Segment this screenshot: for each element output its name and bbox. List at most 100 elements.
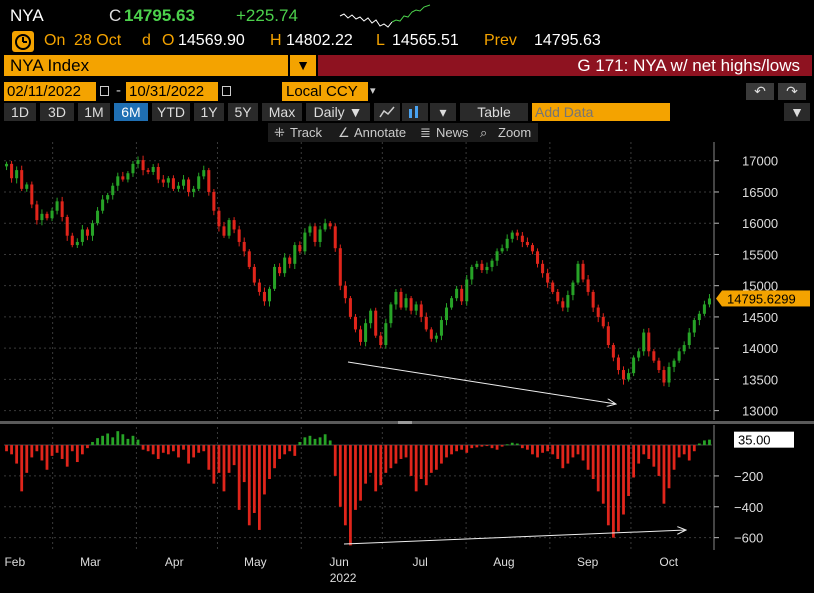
period-button-5y[interactable]: 5Y — [228, 103, 258, 121]
net-bar — [632, 445, 636, 478]
price-candle — [505, 238, 509, 249]
price-candle — [60, 201, 64, 217]
undo-button[interactable]: ↶ — [746, 83, 774, 100]
security-dropdown-button[interactable]: ▼ — [290, 55, 316, 76]
period-button-1y[interactable]: 1Y — [194, 103, 224, 121]
price-tick-label: 17000 — [742, 154, 778, 169]
price-candle — [429, 329, 433, 339]
net-bar — [606, 445, 610, 526]
net-bar — [343, 445, 347, 526]
zoom-icon[interactable]: ⌕ — [480, 125, 488, 140]
net-highs-lows-bars — [5, 431, 711, 546]
price-candle — [591, 291, 595, 308]
currency-select[interactable]: Local CCY — [282, 82, 368, 101]
period-button-1m[interactable]: 1M — [78, 103, 110, 121]
annotate-icon[interactable]: ∠ — [338, 125, 350, 140]
net-bar — [268, 445, 271, 480]
price-candle — [106, 195, 110, 200]
net-bar — [172, 445, 175, 452]
track-button[interactable]: Track — [290, 125, 323, 140]
net-bar — [500, 445, 504, 447]
period-button-6m[interactable]: 6M — [114, 103, 148, 121]
quote-date: 28 Oct — [74, 32, 122, 49]
alert-clock-icon[interactable] — [12, 31, 34, 52]
net-bar — [475, 445, 479, 448]
price-candle — [495, 251, 499, 261]
end-date-input[interactable]: 10/31/2022 — [126, 82, 218, 101]
net-bar — [197, 445, 201, 453]
news-icon[interactable]: ≣ — [420, 125, 431, 140]
price-candle — [318, 229, 322, 242]
annotate-button[interactable]: Annotate — [354, 125, 407, 140]
start-calendar-icon[interactable] — [100, 86, 109, 96]
month-label: May — [244, 555, 267, 569]
prev-label: Prev — [484, 32, 517, 49]
frequency-select[interactable]: Daily ▼ — [306, 103, 370, 121]
line-chart-icon[interactable] — [374, 103, 400, 121]
price-candle — [80, 229, 84, 242]
price-candle — [530, 245, 534, 252]
table-button[interactable]: Table — [460, 103, 528, 121]
net-bar — [96, 438, 99, 446]
price-candle — [70, 235, 74, 246]
zoom-button[interactable]: Zoom — [498, 125, 532, 140]
net-bar — [672, 445, 676, 470]
net-bar — [541, 445, 544, 453]
net-bar — [35, 445, 39, 452]
security-input[interactable]: NYA Index — [4, 55, 288, 76]
net-bar — [369, 445, 373, 473]
period-button-max[interactable]: Max — [262, 103, 302, 121]
redo-button[interactable]: ↷ — [778, 83, 806, 100]
period-button-ytd[interactable]: YTD — [152, 103, 190, 121]
price-candle — [55, 201, 59, 211]
price-candle — [338, 248, 342, 286]
net-bar — [349, 445, 352, 546]
price-candle — [25, 184, 29, 189]
net-bar — [65, 445, 69, 467]
price-candle — [621, 370, 626, 380]
net-bar — [419, 445, 423, 480]
net-bar — [394, 445, 398, 464]
price-candle — [96, 210, 100, 224]
month-label: Mar — [80, 555, 101, 569]
chart-area[interactable]: 13000 13500 14000 14500 15000 15500 16000 16500… — [0, 142, 814, 593]
end-calendar-icon[interactable] — [222, 86, 231, 96]
start-date-input[interactable]: 02/11/2022 — [4, 82, 96, 101]
price-candle — [232, 220, 236, 230]
net-bar — [460, 445, 464, 450]
net-bar — [75, 445, 79, 463]
period-button-3d[interactable]: 3D — [40, 103, 74, 121]
currency-dropdown-icon[interactable]: ▾ — [370, 85, 376, 97]
last-label: C — [109, 6, 122, 25]
net-bar — [222, 445, 226, 492]
chart-type-dropdown-icon[interactable]: ▾ — [430, 103, 456, 121]
price-tick-label: 16000 — [742, 216, 778, 231]
period-button-1d[interactable]: 1D — [4, 103, 36, 121]
net-bar — [318, 437, 322, 446]
last-price-box — [722, 290, 810, 307]
net-bar — [101, 435, 105, 446]
track-icon[interactable]: ⁜ — [274, 125, 285, 140]
price-candle — [551, 282, 555, 292]
bar-chart-icon[interactable] — [402, 103, 428, 121]
price-candle — [308, 226, 312, 233]
net-bar — [647, 445, 651, 459]
net-bar — [520, 445, 524, 449]
net-bar — [182, 445, 185, 450]
net-bar — [505, 444, 509, 446]
on-label: On — [44, 32, 66, 49]
net-bar — [596, 445, 600, 492]
last-price-label: 14795.6299 — [727, 291, 796, 306]
ohlc-row: On 28 Oct d O 14569.90 H 14802.22 L 1456… — [0, 30, 814, 54]
news-button[interactable]: News — [436, 125, 469, 140]
graph-title: G 171: NYA w/ net highs/lows — [318, 55, 812, 76]
add-data-input[interactable] — [532, 103, 670, 121]
price-candle — [384, 323, 388, 346]
settings-dropdown-icon[interactable]: ▼ — [784, 103, 810, 121]
net-bar — [202, 445, 206, 452]
month-label: Feb — [4, 555, 25, 569]
net-bar — [692, 445, 696, 452]
net-bar — [657, 445, 661, 476]
sparkline — [339, 4, 431, 28]
price-candle — [450, 298, 454, 308]
